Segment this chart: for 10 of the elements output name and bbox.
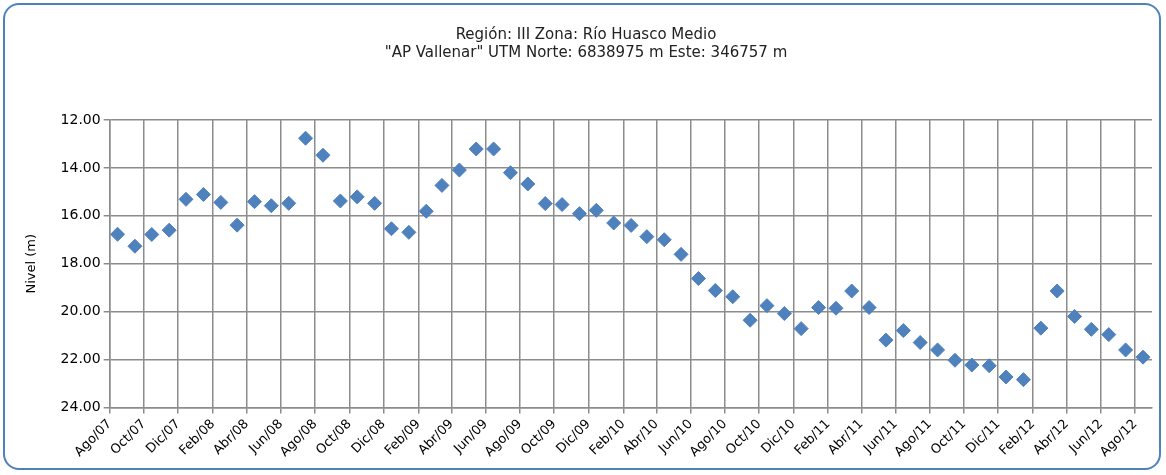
y-tick-label: 12.00 <box>60 110 101 127</box>
y-axis-title: Nivel (m) <box>23 233 39 294</box>
text: Región: III Zona: Río Huasco Medio <box>455 24 717 43</box>
y-tick-label: 16.00 <box>60 206 101 223</box>
y-tick-label: 18.00 <box>60 254 101 271</box>
y-tick-label: 14.00 <box>60 158 101 175</box>
text: "AP Vallenar" UTM Norte: 6838975 m Este: 346757 m <box>384 42 788 61</box>
y-tick-label: 20.00 <box>60 302 101 319</box>
y-tick-label: 24.00 <box>60 398 101 415</box>
y-tick-label: 22.00 <box>60 350 101 367</box>
